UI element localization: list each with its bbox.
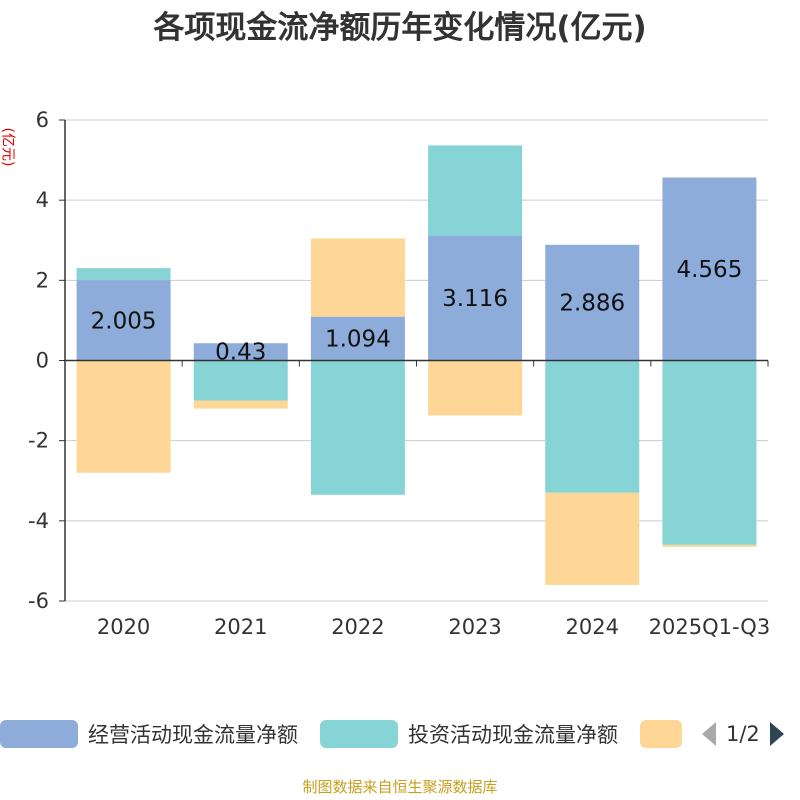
y-tick-label: 0 (36, 349, 49, 373)
bar-1-4 (545, 360, 640, 493)
bar-1-5 (662, 360, 757, 545)
x-tick-label: 2020 (97, 615, 150, 639)
data-label: 3.116 (442, 286, 508, 312)
chart-title: 各项现金流净额历年变化情况(亿元) (153, 10, 647, 46)
bar-1-0 (76, 268, 171, 281)
y-tick-label: -2 (28, 429, 49, 453)
legend-item-financing[interactable] (640, 716, 692, 752)
bar-2-5 (662, 544, 757, 547)
y-tick-label: 2 (36, 268, 49, 292)
legend-item-operating[interactable]: 经营活动现金流量净额 (0, 716, 298, 752)
pager-next-icon[interactable] (768, 720, 786, 748)
bar-0-4 (545, 244, 640, 361)
legend: 经营活动现金流量净额 投资活动现金流量净额 1/2 (0, 716, 800, 756)
legend-item-investing[interactable]: 投资活动现金流量净额 (320, 716, 618, 752)
legend-swatch-financing (640, 720, 682, 748)
data-label: 4.565 (676, 257, 742, 283)
bar-0-2 (310, 316, 405, 361)
bar-0-0 (76, 280, 171, 361)
legend-label-investing: 投资活动现金流量净额 (408, 723, 618, 747)
bar-2-1 (193, 400, 288, 409)
y-tick-label: -6 (28, 589, 49, 613)
legend-pager: 1/2 (700, 716, 786, 752)
bar-1-3 (428, 145, 523, 236)
bar-0-3 (428, 235, 523, 361)
data-label: 1.094 (325, 327, 391, 353)
legend-swatch-investing (320, 720, 398, 748)
source-note: 制图数据来自恒生聚源数据库 (302, 778, 498, 796)
data-label: 2.005 (91, 308, 157, 334)
chart-plot: -6 -4 -2 0 2 4 6 2.005 0.43 1.094 3.116 2.886 4.565 2… (28, 108, 771, 639)
bar-2-0 (76, 360, 171, 473)
x-tick-label: 2025Q1-Q3 (649, 615, 771, 639)
x-tick-label: 2024 (566, 615, 619, 639)
bar-0-5 (662, 177, 757, 361)
bar-2-2 (310, 238, 405, 317)
data-label: 0.43 (215, 339, 266, 365)
pager-prev-icon[interactable] (700, 720, 718, 748)
bar-2-3 (428, 360, 523, 416)
y-tick-label: -4 (28, 509, 49, 533)
data-label: 2.886 (559, 291, 625, 317)
y-tick-label: 4 (36, 188, 49, 212)
x-tick-label: 2023 (448, 615, 501, 639)
bar-0-1 (193, 343, 288, 361)
bar-2-4 (545, 492, 640, 585)
bar-1-1 (193, 360, 288, 401)
y-tick-label: 6 (36, 108, 49, 132)
pager-text: 1/2 (726, 722, 760, 746)
bar-1-2 (310, 360, 405, 495)
x-tick-label: 2022 (331, 615, 384, 639)
legend-swatch-operating (0, 720, 78, 748)
legend-label-operating: 经营活动现金流量净额 (88, 723, 298, 747)
x-tick-label: 2021 (214, 615, 267, 639)
